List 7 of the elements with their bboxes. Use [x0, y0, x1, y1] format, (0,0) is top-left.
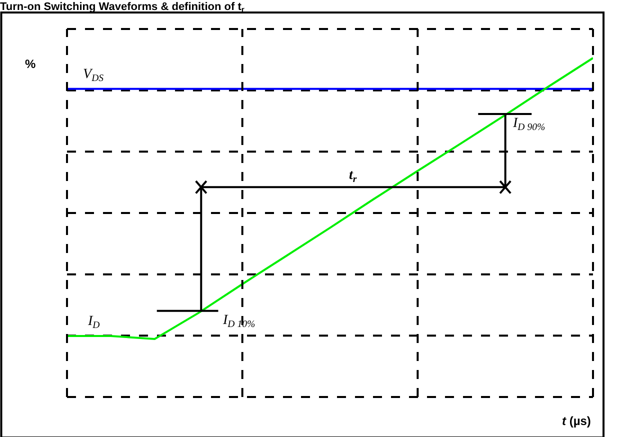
series-label: I$_{D}$	[87, 314, 100, 331]
x-axis-title: t (µs)	[562, 414, 591, 428]
y-axis-title: %	[25, 57, 36, 71]
annotation: I$_{D 90%}$	[512, 116, 546, 133]
series-label: V$_{DS}$	[83, 67, 104, 84]
annotation: I$_{D 10%}$	[222, 313, 256, 330]
annotation: t$_{r}$	[349, 168, 357, 185]
